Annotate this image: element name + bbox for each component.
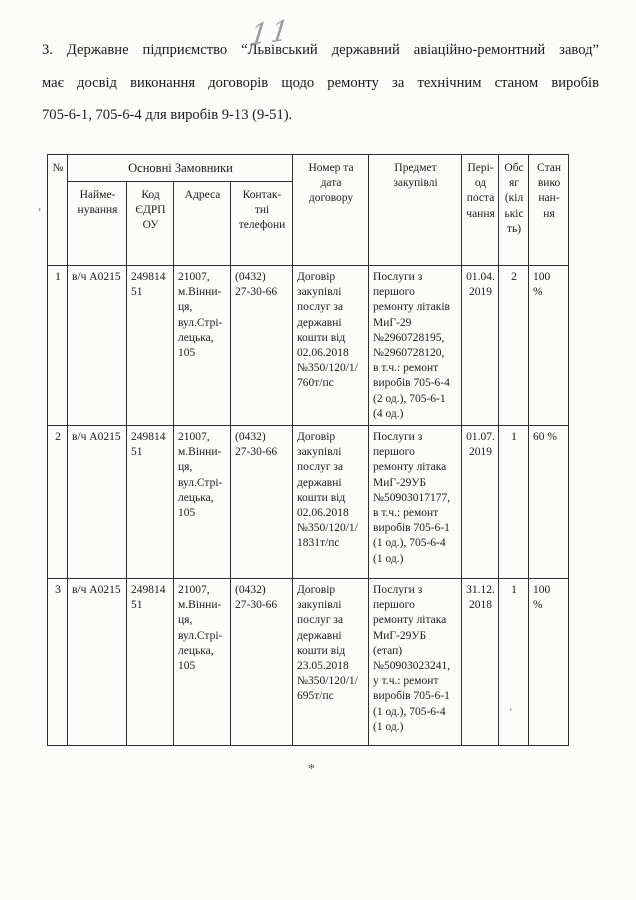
cell-contact-phone: (0432) 27-30-66: [229, 265, 294, 426]
col-header-edrpou-code: Код ЄДРП ОУ: [126, 181, 174, 266]
cell-delivery-period: 01.07. 2019: [461, 425, 500, 579]
col-header-completion-status: Стан вико нан- ня: [528, 154, 570, 266]
cell-procurement-subject: Послуги з першого ремонту літака МиГ-29У…: [368, 578, 463, 746]
col-header-contract-number: Номер та дата договору: [292, 154, 370, 266]
cell-edrpou-code: 249814 51: [126, 265, 174, 426]
header-row-group: № Основні Замовники Номер та дата догово…: [47, 154, 570, 266]
col-header-main-customers: Основні Замовники: [66, 154, 294, 182]
col-header-customer-name: Найме- нування: [67, 181, 127, 266]
col-header-contact-phones: Контак- тні телефони: [229, 181, 294, 266]
cell-quantity: 1: [498, 425, 530, 579]
cell-customer-name: в/ч А0215: [67, 425, 127, 579]
cell-customer-name: в/ч А0215: [67, 578, 127, 746]
cell-procurement-subject: Послуги з першого ремонту літаків МиГ-29…: [368, 265, 463, 426]
table-row: 1 в/ч А0215 249814 51 21007, м.Вінни- ця…: [47, 265, 570, 426]
scan-artifact-asterisk: *: [308, 762, 315, 777]
col-header-quantity: Обс яг (кіл ькіс ть): [498, 154, 530, 266]
cell-contract-number-date: Договір закупівлі послуг за державні кош…: [292, 578, 370, 746]
scan-artifact-left-margin: ,: [38, 198, 42, 213]
cell-contract-number-date: Договір закупівлі послуг за державні кош…: [292, 425, 370, 579]
intro-paragraph: 3. Державне підприємство “Львівський дер…: [42, 34, 599, 132]
table-row: 3 в/ч А0215 249814 51 21007, м.Вінни- ця…: [47, 578, 570, 746]
intro-line-2: має досвід виконання договорів щодо ремо…: [42, 74, 599, 91]
cell-completion-status: 60 %: [528, 425, 570, 579]
cell-delivery-period: 31.12. 2018: [461, 578, 500, 746]
table-row: 2 в/ч А0215 249814 51 21007, м.Вінни- ця…: [47, 425, 570, 579]
cell-quantity: 2: [498, 265, 530, 426]
intro-line-3: 705-6-1, 705-6-4 для виробів 9-13 (9-51)…: [42, 107, 293, 123]
cell-contract-number-date: Договір закупівлі послуг за державні кош…: [292, 265, 370, 426]
intro-line-1: 3. Державне підприємство “Львівський дер…: [42, 42, 599, 58]
cell-edrpou-code: 249814 51: [126, 425, 174, 579]
cell-address: 21007, м.Вінни- ця, вул.Стрі- лецька, 10…: [173, 265, 231, 426]
cell-edrpou-code: 249814 51: [126, 578, 174, 746]
cell-contact-phone: (0432) 27-30-66: [229, 578, 294, 746]
cell-contact-phone: (0432) 27-30-66: [229, 425, 294, 579]
col-header-delivery-period: Пері- од поста чання: [461, 154, 500, 266]
header-row-sub: Найме- нування Код ЄДРП ОУ Адреса Контак…: [48, 181, 569, 266]
cell-row-no: 2: [47, 425, 68, 579]
cell-customer-name: в/ч А0215: [67, 265, 127, 426]
cell-row-no: 1: [47, 265, 68, 426]
cell-address: 21007, м.Вінни- ця, вул.Стрі- лецька, 10…: [173, 425, 231, 579]
col-header-no: №: [47, 154, 68, 266]
cell-address: 21007, м.Вінни- ця, вул.Стрі- лецька, 10…: [173, 578, 231, 746]
cell-row-no: 3: [47, 578, 68, 746]
cell-delivery-period: 01.04. 2019: [461, 265, 500, 426]
col-header-address: Адреса: [173, 181, 231, 266]
cell-completion-status: 100 %: [528, 265, 570, 426]
contracts-experience-table: № Основні Замовники Номер та дата догово…: [47, 154, 570, 746]
cell-completion-status: 100 %: [528, 578, 570, 746]
cell-quantity: 1: [498, 578, 530, 746]
cell-procurement-subject: Послуги з першого ремонту літака МиГ-29У…: [368, 425, 463, 579]
col-header-procurement-subject: Предмет закупівлі: [368, 154, 463, 266]
